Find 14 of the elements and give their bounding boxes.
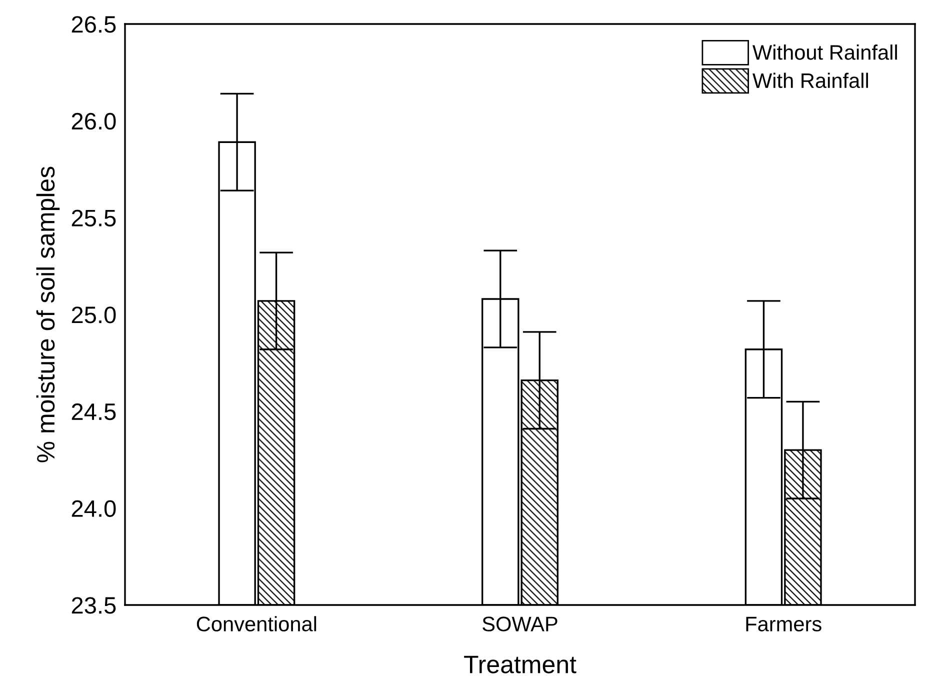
x-tick-label: SOWAP: [482, 616, 558, 632]
y-tick-label: 25.5: [72, 210, 116, 226]
y-axis-title: % moisture of soil samples: [36, 166, 60, 462]
y-tick-label: 24.5: [72, 403, 116, 420]
legend-label: With Rainfall: [752, 72, 868, 88]
y-tick-label: 23.5: [72, 597, 116, 614]
y-tick-label: 25.0: [72, 306, 116, 324]
x-axis-title: Treatment: [464, 656, 576, 674]
y-tick-label: 24.0: [72, 500, 116, 517]
y-tick-label: 26.5: [72, 16, 116, 33]
legend-label: Without Rainfall: [752, 44, 897, 60]
x-tick-label: Farmers: [746, 616, 822, 632]
x-tick-label: Conventional: [196, 616, 316, 632]
y-tick-label: 26.0: [72, 112, 116, 130]
